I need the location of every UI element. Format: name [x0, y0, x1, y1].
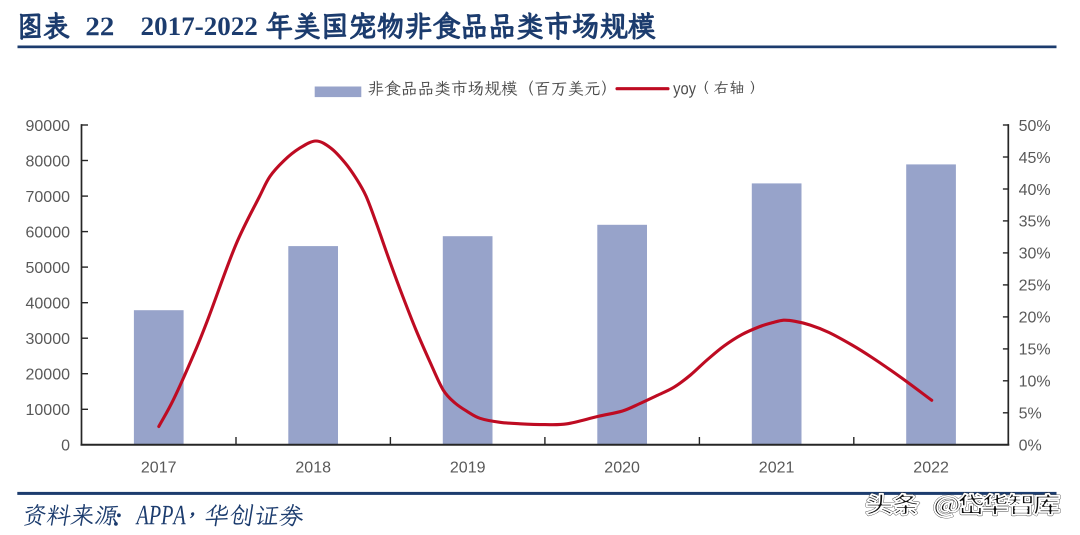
svg-text:45%: 45% [1019, 150, 1051, 167]
svg-text:5%: 5% [1019, 406, 1042, 423]
svg-text:80000: 80000 [26, 153, 71, 170]
svg-text:20%: 20% [1019, 310, 1051, 327]
svg-text:35%: 35% [1019, 214, 1051, 231]
svg-text:50%: 50% [1019, 118, 1051, 135]
svg-text:70000: 70000 [26, 189, 71, 206]
svg-text:60000: 60000 [26, 224, 71, 241]
svg-text:30%: 30% [1019, 246, 1051, 263]
svg-text:2020: 2020 [604, 459, 640, 476]
svg-text:2021: 2021 [759, 459, 795, 476]
svg-text:15%: 15% [1019, 342, 1051, 359]
svg-text:0%: 0% [1019, 438, 1042, 455]
svg-text:0: 0 [61, 438, 70, 455]
svg-text:2017: 2017 [141, 459, 177, 476]
svg-text:20000: 20000 [26, 367, 71, 384]
svg-text:10%: 10% [1019, 374, 1051, 391]
svg-text:10000: 10000 [26, 402, 71, 419]
svg-text:2018: 2018 [295, 459, 331, 476]
svg-text:90000: 90000 [26, 118, 71, 135]
svg-text:40%: 40% [1019, 182, 1051, 199]
svg-text:2019: 2019 [450, 459, 486, 476]
svg-text:50000: 50000 [26, 260, 71, 277]
svg-text:30000: 30000 [26, 331, 71, 348]
svg-text:25%: 25% [1019, 278, 1051, 295]
svg-text:2022: 2022 [913, 459, 949, 476]
svg-text:40000: 40000 [26, 296, 71, 313]
